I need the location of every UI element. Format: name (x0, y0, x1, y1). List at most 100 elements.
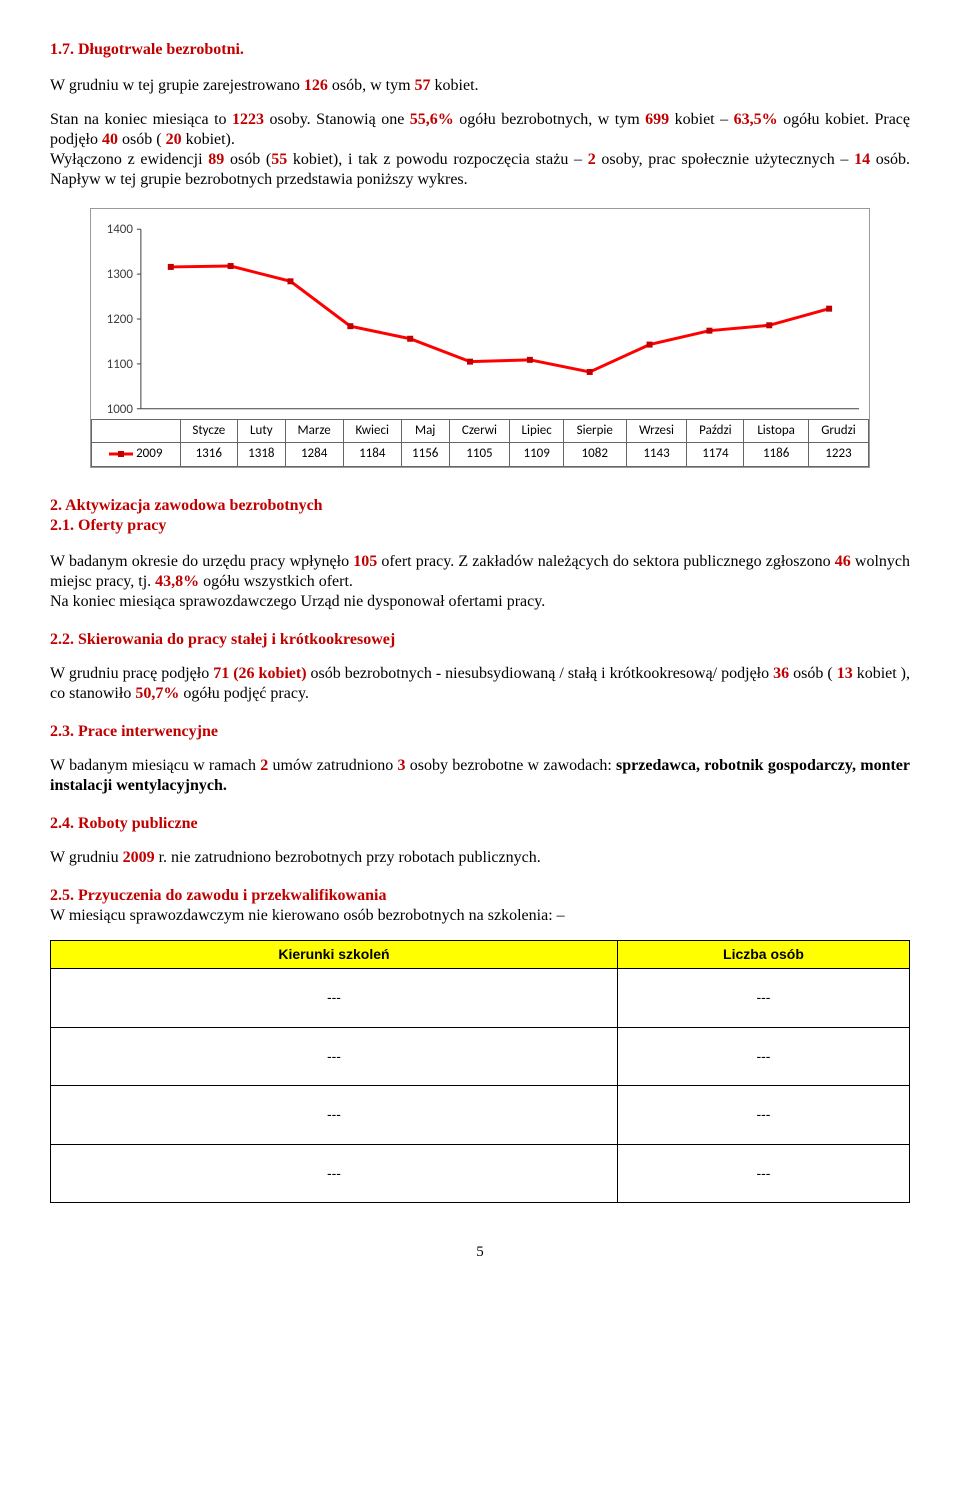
value: 20 (166, 131, 182, 148)
value: 13 (837, 665, 853, 682)
training-table: Kierunki szkoleń Liczba osób -----------… (50, 940, 910, 1204)
text: W grudniu pracę podjęło (50, 665, 213, 682)
value: 2 (588, 151, 596, 168)
para-1-7-1: W grudniu w tej grupie zarejestrowano 12… (50, 76, 910, 96)
value: 14 (854, 151, 870, 168)
chart-value-cell: 1318 (238, 443, 286, 466)
value: 36 (773, 665, 789, 682)
chart-value-row: 2009 13161318128411841156110511091082114… (92, 443, 869, 466)
chart-month-cell: Grudzi (808, 420, 868, 443)
chart-legend-cell: 2009 (92, 443, 181, 466)
line-chart-box: 1000 1100 1200 1300 1400 StyczeLutyMarzeKwie… (90, 208, 870, 468)
text: W grudniu w tej grupie zarejestrowano (50, 77, 304, 94)
chart-month-cell: Marze (285, 420, 343, 443)
chart-month-cell: Luty (238, 420, 286, 443)
heading-2-4: 2.4. Roboty publiczne (50, 814, 910, 834)
text: ogółu podjęć pracy. (179, 685, 309, 702)
heading-1-7: 1.7. Długotrwale bezrobotni. (50, 40, 910, 60)
chart-value-cell: 1105 (449, 443, 510, 466)
training-col-kierunki: Kierunki szkoleń (51, 940, 618, 969)
value: 50,7% (135, 685, 179, 702)
heading-2: 2. Aktywizacja zawodowa bezrobotnych (50, 496, 910, 516)
chart-value-cell: 1186 (744, 443, 809, 466)
value: 2009 (123, 849, 155, 866)
svg-text:1100: 1100 (107, 357, 134, 372)
value: 55,6% (410, 111, 454, 128)
svg-text:1200: 1200 (107, 312, 134, 327)
para-2-5: W miesiącu sprawozdawczym nie kierowano … (50, 906, 910, 926)
para-2-1-1: W badanym okresie do urzędu pracy wpłynę… (50, 552, 910, 612)
text: umów zatrudniono (268, 757, 397, 774)
text: osób, w tym (328, 77, 415, 94)
chart-value-cell: 1284 (285, 443, 343, 466)
svg-text:1400: 1400 (107, 222, 134, 237)
chart-month-cell: Sierpie (563, 420, 626, 443)
training-cell: --- (617, 1027, 909, 1086)
chart-month-cell: Czerwi (449, 420, 510, 443)
text: W badanym miesiącu w ramach (50, 757, 260, 774)
chart-corner-cell (92, 420, 181, 443)
training-row: ------ (51, 969, 910, 1028)
value: 126 (304, 77, 328, 94)
training-row: ------ (51, 1144, 910, 1203)
heading-2-5: 2.5. Przyuczenia do zawodu i przekwalifi… (50, 886, 910, 906)
chart-month-cell: Stycze (180, 420, 237, 443)
chart-value-cell: 1174 (687, 443, 744, 466)
training-cell: --- (51, 969, 618, 1028)
chart-value-cell: 1316 (180, 443, 237, 466)
training-cell: --- (51, 1086, 618, 1145)
chart-month-cell: Paździ (687, 420, 744, 443)
text: W grudniu (50, 849, 123, 866)
text: ofert pracy. Z zakładów należących do se… (377, 553, 835, 570)
value: 89 (208, 151, 224, 168)
chart-month-cell: Lipiec (510, 420, 564, 443)
value: 40 (102, 131, 118, 148)
chart-value-cell: 1143 (626, 443, 687, 466)
chart-value-cell: 1184 (343, 443, 401, 466)
chart-value-cell: 1223 (808, 443, 868, 466)
line-chart-svg: 1000 1100 1200 1300 1400 (91, 219, 869, 419)
value: 105 (353, 553, 377, 570)
text: W badanym okresie do urzędu pracy wpłynę… (50, 553, 353, 570)
chart-month-cell: Listopa (744, 420, 809, 443)
para-2-3: W badanym miesiącu w ramach 2 umów zatru… (50, 756, 910, 796)
text: ogółu wszystkich ofert. (199, 573, 353, 590)
value: 55 (271, 151, 287, 168)
text: kobiet. (431, 77, 479, 94)
para-1-7-2: Stan na koniec miesiąca to 1223 osoby. S… (50, 110, 910, 190)
svg-text:1000: 1000 (107, 402, 134, 417)
para-2-2: W grudniu pracę podjęło 71 (26 kobiet) o… (50, 664, 910, 704)
heading-2-3: 2.3. Prace interwencyjne (50, 722, 910, 742)
value: 71 (26 kobiet) (213, 665, 306, 682)
training-table-header-row: Kierunki szkoleń Liczba osób (51, 940, 910, 969)
text: Na koniec miesiąca sprawozdawczego Urząd… (50, 593, 545, 610)
chart-value-cell: 1109 (510, 443, 564, 466)
chart-header-row: StyczeLutyMarzeKwieciMajCzerwiLipiecSier… (92, 420, 869, 443)
value: 46 (835, 553, 851, 570)
training-cell: --- (51, 1027, 618, 1086)
svg-text:1300: 1300 (107, 267, 134, 282)
training-cell: --- (617, 1086, 909, 1145)
line-chart-container: 1000 1100 1200 1300 1400 StyczeLutyMarzeKwie… (90, 208, 870, 468)
value: 63,5% (734, 111, 778, 128)
training-col-liczba: Liczba osób (617, 940, 909, 969)
training-cell: --- (617, 1144, 909, 1203)
chart-month-cell: Kwieci (343, 420, 401, 443)
chart-month-cell: Wrzesi (626, 420, 687, 443)
chart-value-cell: 1156 (401, 443, 449, 466)
text: r. nie zatrudniono bezrobotnych przy rob… (155, 849, 541, 866)
value: 699 (645, 111, 669, 128)
training-cell: --- (617, 969, 909, 1028)
page-number: 5 (50, 1243, 910, 1262)
value: 43,8% (155, 573, 199, 590)
chart-value-cell: 1082 (563, 443, 626, 466)
value: 57 (415, 77, 431, 94)
training-row: ------ (51, 1086, 910, 1145)
value: 1223 (232, 111, 264, 128)
chart-data-table: StyczeLutyMarzeKwieciMajCzerwiLipiecSier… (91, 419, 869, 467)
text: osób ( (789, 665, 837, 682)
training-cell: --- (51, 1144, 618, 1203)
training-row: ------ (51, 1027, 910, 1086)
text: osób bezrobotnych - niesubsydiowaną / st… (307, 665, 774, 682)
chart-month-cell: Maj (401, 420, 449, 443)
